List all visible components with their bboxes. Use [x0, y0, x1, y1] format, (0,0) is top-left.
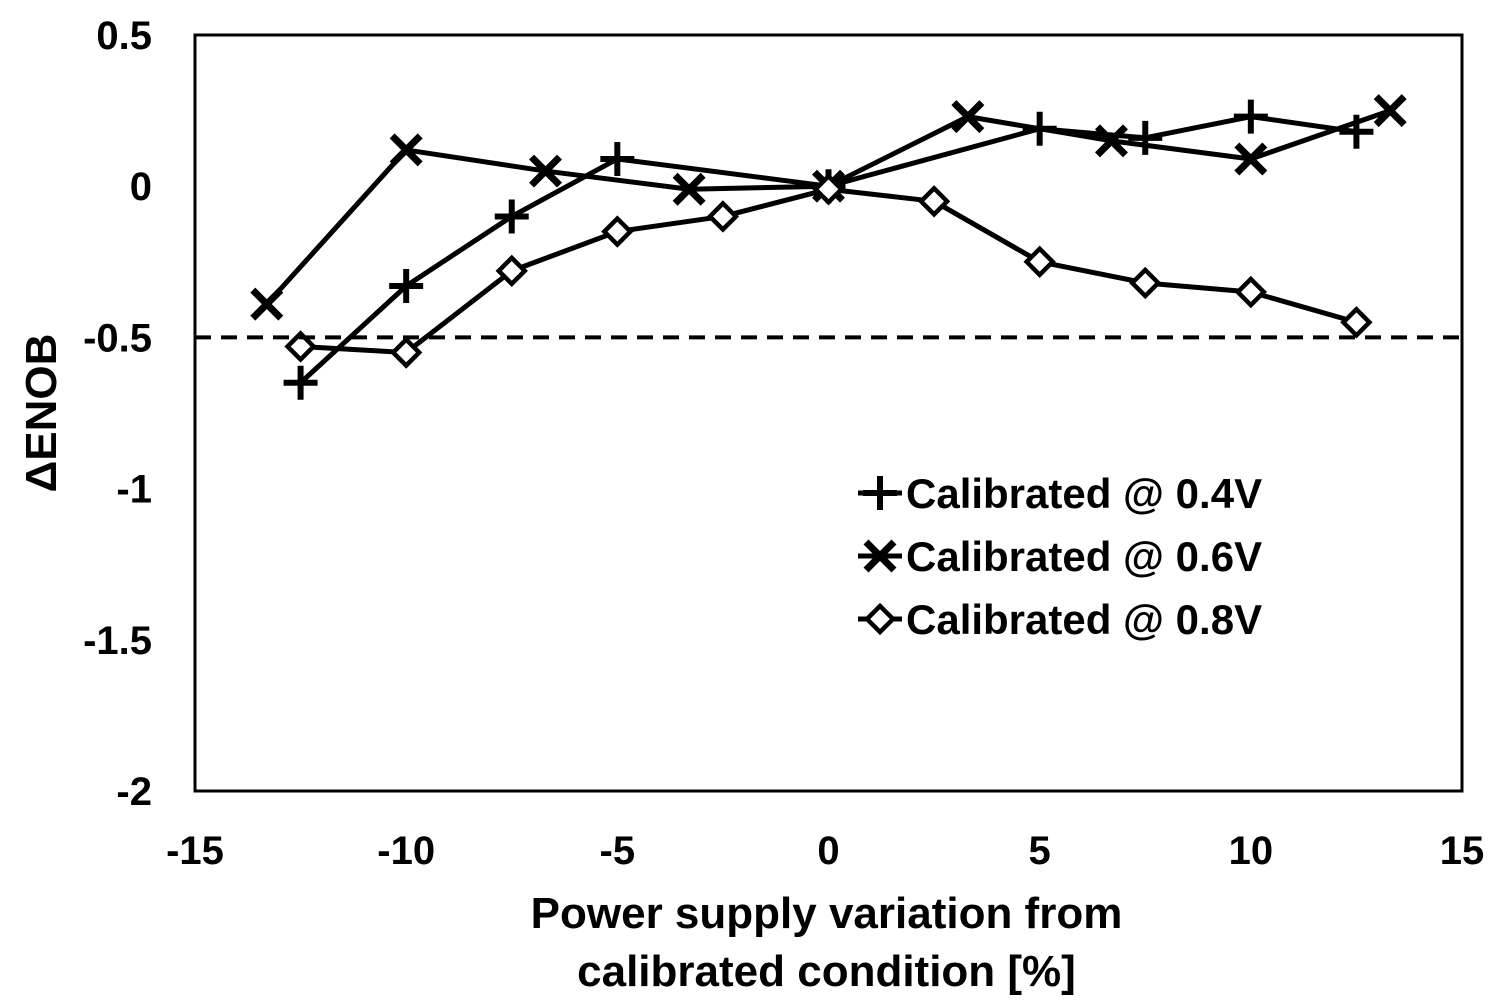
legend-item: Calibrated @ 0.6V [858, 533, 1262, 580]
y-tick-label: -1 [116, 468, 152, 512]
data-point-diamond [1234, 275, 1268, 309]
x-tick-label: -5 [600, 829, 636, 873]
x-tick-label: -10 [377, 829, 435, 873]
x-axis-title: Power supply variation from [531, 889, 1123, 938]
data-point-diamond [389, 336, 423, 369]
legend-label: Calibrated @ 0.4V [906, 470, 1262, 517]
data-point-diamond [1023, 245, 1056, 278]
data-point-cross [1094, 124, 1128, 158]
data-point-plus [1128, 120, 1163, 155]
x-tick-label: 5 [1029, 829, 1051, 873]
series-layer [250, 94, 1407, 400]
series-plus [283, 99, 1374, 400]
y-axis-title: ΔENOB [17, 334, 66, 493]
x-tick-label: 10 [1229, 829, 1274, 873]
legend-item: Calibrated @ 0.4V [858, 470, 1262, 517]
data-point-cross [1234, 142, 1268, 176]
legend-label: Calibrated @ 0.6V [906, 533, 1262, 580]
legend-marker-diamond [863, 602, 897, 636]
data-point-diamond [812, 173, 845, 206]
data-point-diamond [1129, 266, 1162, 300]
data-point-plus [494, 199, 529, 234]
data-point-diamond [1340, 306, 1373, 339]
y-tick-label: -0.5 [83, 316, 152, 360]
data-point-plus [283, 365, 318, 400]
series-line [300, 186, 1358, 356]
data-point-diamond [284, 330, 317, 363]
data-point-cross [389, 133, 423, 167]
plot-frame [193, 33, 1464, 793]
series-line [264, 108, 1392, 306]
series-cross [250, 94, 1407, 321]
series-diamond [284, 173, 1373, 369]
data-point-cross [529, 154, 563, 188]
data-point-plus [600, 141, 635, 176]
y-tick-label: -1.5 [83, 619, 152, 663]
data-point-cross [250, 287, 284, 321]
axis-layer: -15 -10 -5 0 5 10 15 0.5 0 -0.5 -1 -1.5 -2 Power supp… [17, 14, 1484, 996]
legend-marker-cross [863, 539, 897, 573]
legend-marker-plus [863, 476, 897, 510]
y-tick-label: 0.5 [96, 14, 152, 58]
data-point-plus [389, 268, 424, 303]
data-point-diamond [917, 185, 951, 218]
data-point-plus [1233, 99, 1268, 134]
x-tick-label: 15 [1440, 829, 1485, 873]
data-point-cross [951, 100, 985, 134]
data-point-diamond [495, 254, 528, 288]
x-axis-title: calibrated condition [%] [577, 947, 1076, 996]
legend: Calibrated @ 0.4V Calibrated @ 0.6V Calibr… [858, 470, 1262, 643]
data-point-cross [1373, 94, 1407, 128]
data-point-diamond [601, 215, 634, 248]
data-point-diamond [706, 200, 740, 233]
data-point-cross [672, 172, 706, 206]
x-tick-label: 0 [817, 829, 839, 873]
legend-item: Calibrated @ 0.8V [858, 596, 1262, 643]
y-tick-label: -2 [116, 770, 152, 814]
y-tick-label: 0 [130, 165, 152, 209]
x-tick-label: -15 [166, 829, 224, 873]
legend-label: Calibrated @ 0.8V [906, 596, 1262, 643]
